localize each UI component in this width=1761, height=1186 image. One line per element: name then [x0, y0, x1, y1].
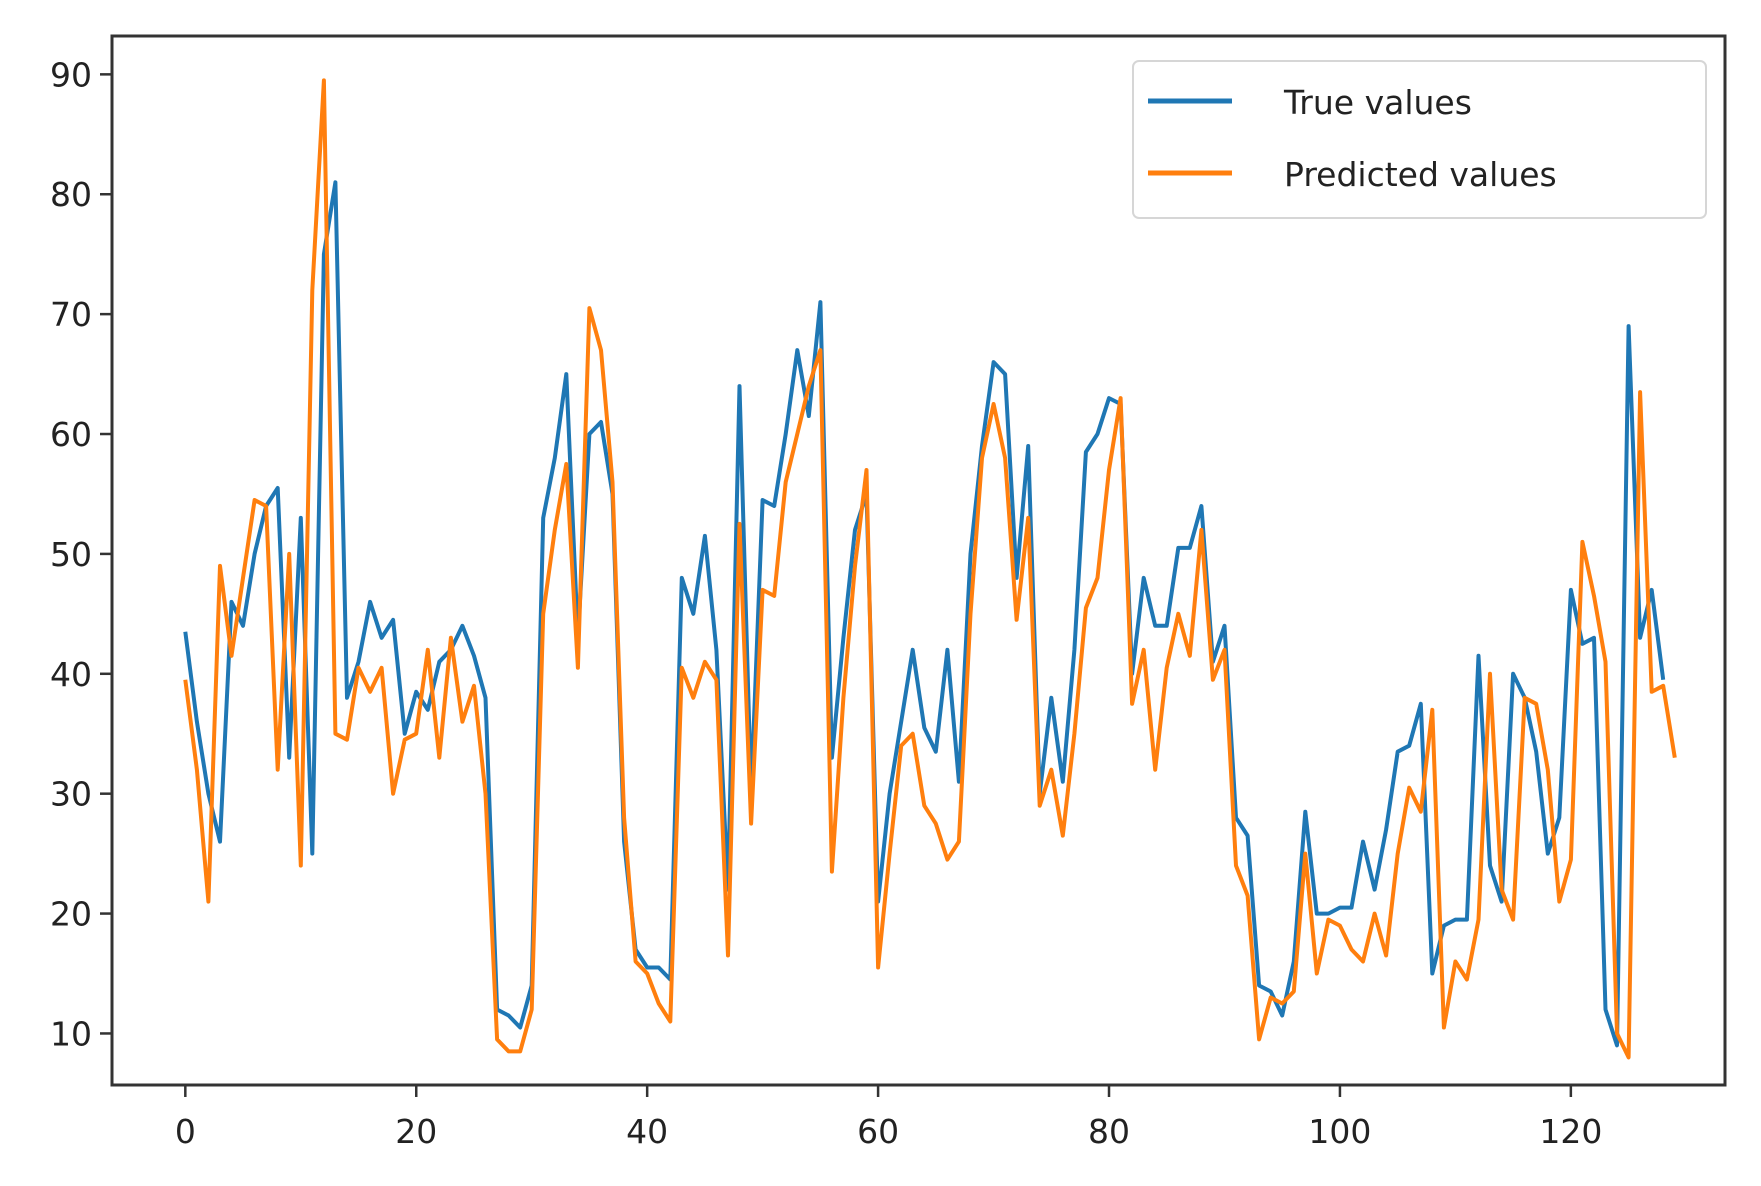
y-tick-label: 50 — [50, 535, 92, 574]
x-tick-label: 100 — [1308, 1112, 1371, 1151]
legend-label-predicted-values: Predicted values — [1284, 155, 1557, 194]
y-tick-label: 90 — [50, 55, 92, 94]
y-axis: 10 20 30 40 50 60 70 80 90 — [50, 55, 112, 1053]
x-tick-label: 0 — [175, 1112, 196, 1151]
x-axis: 0 20 40 60 80 100 120 — [175, 1085, 1602, 1151]
y-tick-label: 30 — [50, 775, 92, 814]
y-tick-label: 10 — [50, 1014, 92, 1053]
y-tick-label: 60 — [50, 415, 92, 454]
x-tick-label: 120 — [1539, 1112, 1602, 1151]
y-tick-label: 80 — [50, 175, 92, 214]
series-line-predicted-values — [183, 78, 1677, 1060]
y-tick-label: 20 — [50, 895, 92, 934]
legend-label-true-values: True values — [1283, 83, 1472, 122]
x-tick-label: 20 — [395, 1112, 437, 1151]
legend: True values Predicted values — [1132, 60, 1707, 219]
legend-box — [1132, 60, 1707, 219]
x-tick-label: 40 — [626, 1112, 668, 1151]
y-tick-label: 40 — [50, 655, 92, 694]
axes-frame — [110, 34, 1727, 1087]
x-tick-label: 60 — [857, 1112, 899, 1151]
y-tick-label: 70 — [50, 295, 92, 334]
plot-area — [183, 78, 1677, 1060]
x-tick-label: 80 — [1088, 1112, 1130, 1151]
